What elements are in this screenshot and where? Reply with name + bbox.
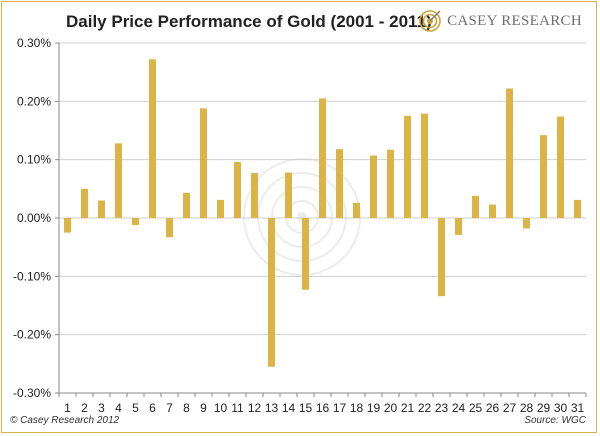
bar-day-31: [574, 199, 581, 218]
bar-day-29: [540, 135, 547, 218]
x-tick-label: 6: [149, 401, 156, 415]
x-tick-label: 29: [537, 401, 551, 415]
bar-day-20: [387, 149, 394, 218]
brand-name: CASEY RESEARCH: [447, 12, 582, 29]
x-tick-label: 10: [214, 401, 228, 415]
y-tick-label: -0.20%: [13, 328, 51, 342]
x-tick-label: 21: [401, 401, 415, 415]
bar-day-5: [132, 218, 139, 225]
bar-day-2: [81, 188, 88, 218]
bar-day-28: [523, 218, 530, 229]
x-tick-label: 5: [132, 401, 139, 415]
bar-day-14: [285, 172, 292, 218]
y-tick-label: 0.30%: [17, 36, 51, 50]
casey-research-logo: CASEY RESEARCH: [419, 10, 582, 32]
x-tick-label: 28: [520, 401, 534, 415]
bar-day-30: [557, 116, 564, 218]
chart-title: Daily Price Performance of Gold (2001 - …: [66, 12, 432, 31]
bar-day-8: [183, 192, 190, 218]
bar-day-3: [98, 200, 105, 218]
x-tick-label: 16: [316, 401, 330, 415]
bar-day-23: [438, 218, 445, 297]
y-tick-label: 0.20%: [17, 94, 51, 108]
bar-day-9: [200, 108, 207, 218]
x-axis-tick-labels: 1 2 3 4 5 6 7 8 9 10 11 12 13 14 15 16 17 18 19 20 21 22 23 24 2…: [64, 401, 584, 415]
x-tick-label: 26: [486, 401, 500, 415]
y-tick-label: -0.30%: [13, 386, 51, 400]
bar-day-24: [455, 218, 462, 235]
source-note: Source: WGC: [524, 415, 586, 426]
x-tick-label: 24: [452, 401, 466, 415]
x-tick-label: 4: [115, 401, 122, 415]
axes: [55, 42, 587, 397]
bar-day-18: [353, 202, 360, 218]
bar-day-22: [421, 113, 428, 218]
y-axis-tick-labels: 0.30% 0.20% 0.10% 0.00% -0.10% -0.20% -0.30%: [13, 36, 51, 400]
bar-day-4: [115, 143, 122, 218]
target-icon: [419, 10, 441, 32]
bar-day-7: [166, 218, 173, 238]
bar-day-21: [404, 115, 411, 218]
x-tick-label: 11: [231, 401, 244, 415]
x-tick-label: 12: [248, 401, 262, 415]
x-tick-label: 30: [554, 401, 568, 415]
bar-day-12: [251, 173, 258, 218]
x-tick-label: 15: [299, 401, 313, 415]
y-tick-label: -0.10%: [13, 269, 51, 283]
x-tick-label: 17: [333, 401, 347, 415]
y-tick-label: 0.00%: [17, 211, 51, 225]
bar-day-11: [234, 162, 241, 218]
x-tick-label: 27: [503, 401, 517, 415]
bar-day-27: [506, 88, 513, 218]
x-tick-label: 25: [469, 401, 483, 415]
bar-day-19: [370, 155, 377, 218]
x-tick-label: 18: [350, 401, 364, 415]
x-tick-label: 19: [367, 401, 381, 415]
x-tick-label: 1: [64, 401, 71, 415]
x-tick-label: 8: [183, 401, 190, 415]
bar-day-26: [489, 204, 496, 218]
bar-day-13: [268, 218, 275, 367]
bar-day-16: [319, 98, 326, 218]
bar-day-25: [472, 195, 479, 218]
bar-day-1: [64, 218, 71, 233]
x-tick-label: 7: [166, 401, 173, 415]
bar-day-6: [149, 59, 156, 219]
copyright-note: © Casey Research 2012: [10, 415, 120, 426]
y-tick-label: 0.10%: [17, 153, 51, 167]
x-tick-label: 22: [418, 401, 432, 415]
x-tick-label: 14: [282, 401, 296, 415]
bars: [64, 59, 581, 367]
x-tick-label: 9: [200, 401, 207, 415]
x-tick-label: 2: [81, 401, 88, 415]
bar-day-17: [336, 149, 343, 218]
x-tick-label: 23: [435, 401, 449, 415]
bar-day-15: [302, 218, 309, 290]
x-tick-label: 20: [384, 401, 398, 415]
x-tick-label: 31: [571, 401, 585, 415]
x-tick-label: 13: [265, 401, 279, 415]
bar-day-10: [217, 199, 224, 218]
x-tick-label: 3: [98, 401, 105, 415]
